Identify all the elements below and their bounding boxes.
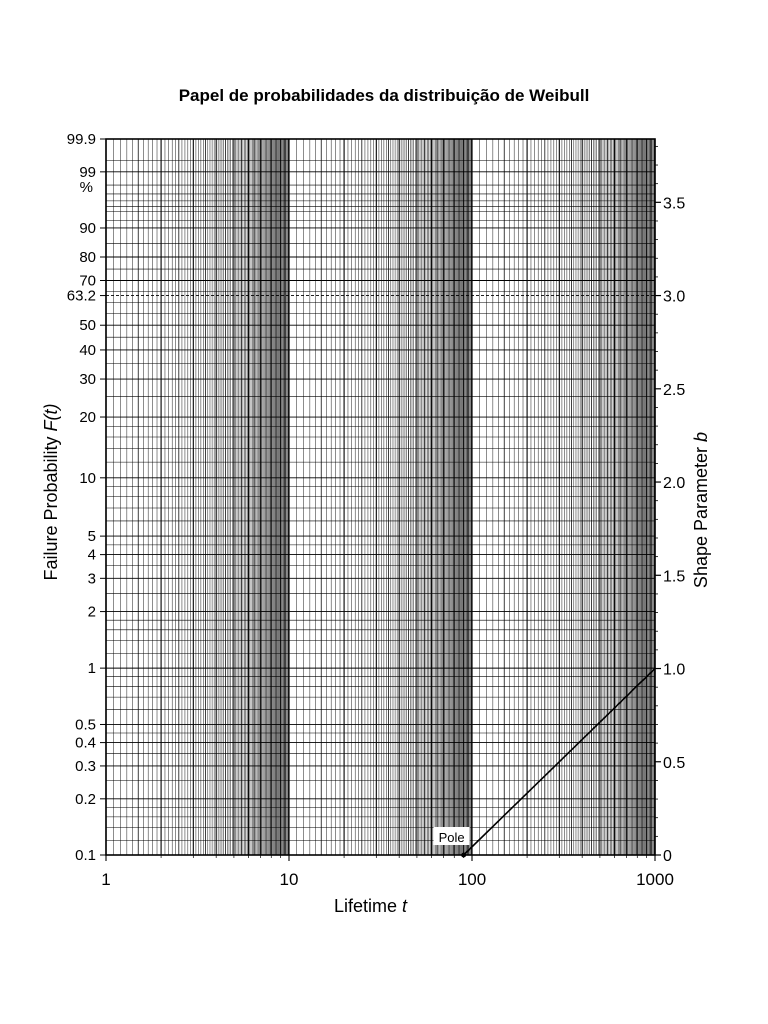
x-axis-ticks: 1 10 100 1000 (101, 855, 674, 889)
y-tick-label: 30 (79, 371, 96, 388)
pole-label-background (433, 827, 470, 845)
y2-tick-label: 2.0 (663, 475, 685, 492)
y2-tick-label: 3.5 (663, 195, 685, 212)
y-tick-label: 63.2 (67, 288, 96, 305)
y-tick-label: 10 (79, 470, 96, 487)
pole-marker (461, 852, 467, 858)
y-tick-label: 0.4 (75, 735, 96, 752)
y2-tick-label: 2.5 (663, 382, 685, 399)
y2-tick-label: 0.5 (663, 755, 685, 772)
y-tick-label: 50 (79, 317, 96, 334)
y2-axis-ticks: 0 0.5 1.0 1.5 2.0 2.5 3.0 3.5 (655, 145, 685, 865)
y-tick-label: 80 (79, 249, 96, 266)
y-tick-label: 5 (88, 528, 96, 545)
series-line (463, 667, 656, 856)
x-tick-label: 100 (458, 870, 486, 889)
y-tick-label: 0.5 (75, 716, 96, 733)
y-tick-label: 70 (79, 273, 96, 290)
y2-tick-label: 1.5 (663, 568, 685, 585)
y-tick-label: 2 (88, 604, 96, 621)
y-tick-label: 4 (88, 547, 96, 564)
x-tick-label: 10 (280, 870, 299, 889)
x-tick-label: 1000 (636, 870, 674, 889)
y-tick-label: 90 (79, 220, 96, 237)
chart-title: Papel de probabilidades da distribuição … (178, 86, 590, 105)
y-tick-label: 40 (79, 342, 96, 359)
y-tick-label: 3 (88, 570, 96, 587)
plot-frame (105, 138, 656, 856)
axis-labels: Lifetime t Failure Probability F(t) Shape … (41, 403, 711, 916)
y2-tick-label: 3.0 (663, 289, 685, 306)
y-axis-label: Failure Probability F(t) (41, 403, 61, 580)
y2-tick-label: 1.0 (663, 662, 685, 679)
y-tick-label: 20 (79, 409, 96, 426)
y-tick-label: 1 (88, 660, 96, 677)
y-tick-label: 99.9 (67, 131, 96, 148)
minor-grid (106, 139, 655, 855)
x-tick-label: 1 (101, 870, 110, 889)
plot-border (105, 138, 656, 856)
y-tick-label: 0.3 (75, 758, 96, 775)
series-group: Pole (433, 667, 656, 858)
y-tick-label: 99 (79, 164, 96, 181)
y2-axis-label: Shape Parameter b (691, 432, 711, 588)
x-axis-label: Lifetime t (334, 896, 408, 916)
y2-tick-label: 0 (663, 848, 672, 865)
pole-label: Pole (439, 830, 465, 845)
y-tick-label: 0.2 (75, 791, 96, 808)
y-tick-label: 0.1 (75, 847, 96, 864)
y-unit-label: % (80, 179, 93, 196)
y-axis-ticks: 0.1 0.2 0.3 0.4 0.5 1 2 3 4 5 10 20 30 40 50 63.270 80 90… (67, 131, 106, 864)
